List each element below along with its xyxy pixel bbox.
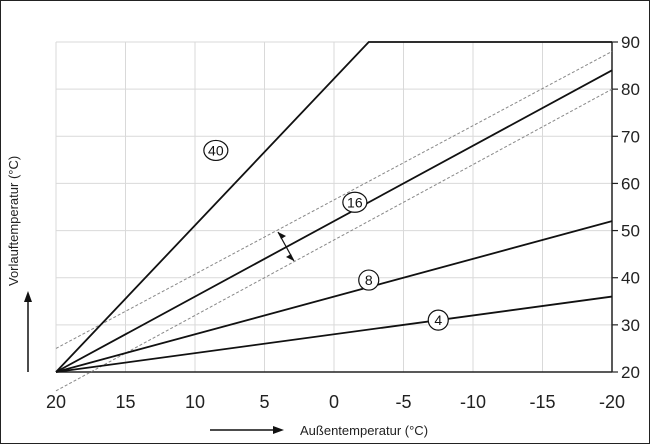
- curve-label-8: 8: [365, 272, 373, 288]
- series-group: [55, 41, 613, 373]
- x-axis-ticks: 20 15 10 5 0 -5 -10 -15 -20: [46, 392, 625, 412]
- y-tick-label: 50: [621, 222, 640, 241]
- x-axis-title-group: Außentemperatur (°C): [210, 423, 428, 438]
- curve-label-badge-4: [427, 309, 449, 331]
- x-tick-label: 20: [46, 392, 66, 412]
- x-axis-arrowhead: [273, 426, 284, 434]
- curve-label-40: 40: [208, 142, 224, 158]
- x-tick-label: -15: [529, 392, 555, 412]
- y-axis-arrowhead: [24, 291, 32, 302]
- curve-label-badge-16: [342, 191, 368, 213]
- x-tick-label: -20: [599, 392, 625, 412]
- y-axis-title-group: Vorlauftemperatur (°C): [6, 156, 32, 372]
- series-line-16: [55, 69, 613, 373]
- y-tick-label: 60: [621, 174, 640, 193]
- y-tick-label: 70: [621, 127, 640, 146]
- curve-label-4: 4: [434, 312, 442, 328]
- series-line-4: [55, 295, 613, 373]
- tolerance-band: [55, 50, 613, 392]
- x-tick-label: 15: [115, 392, 135, 412]
- x-axis-title: Außentemperatur (°C): [300, 423, 428, 438]
- y-axis-title: Vorlauftemperatur (°C): [6, 156, 21, 286]
- x-tick-label: -10: [460, 392, 486, 412]
- series-line-8: [55, 220, 613, 373]
- band-lower-line: [55, 88, 613, 392]
- y-tick-label: 30: [621, 316, 640, 335]
- band-width-arrow: [277, 231, 295, 262]
- curve-label-16: 16: [347, 194, 363, 210]
- y-tick-label: 90: [621, 33, 640, 52]
- x-tick-label: 0: [329, 392, 339, 412]
- curve-label-badge-40: [203, 139, 229, 162]
- curve-labels: 40 16 8 4: [203, 139, 449, 331]
- y-axis-ticks: 20 30 40 50 60 70 80 90: [621, 33, 640, 382]
- curve-label-badge-8: [358, 269, 380, 291]
- x-tick-label: 5: [259, 392, 269, 412]
- y-tick-label: 80: [621, 80, 640, 99]
- y-tick-label: 40: [621, 269, 640, 288]
- x-tick-label: 10: [185, 392, 205, 412]
- band-upper-line: [55, 50, 613, 349]
- y-tick-label: 20: [621, 363, 640, 382]
- series-line-40: [55, 41, 612, 373]
- x-tick-label: -5: [395, 392, 411, 412]
- grid: [55, 41, 618, 373]
